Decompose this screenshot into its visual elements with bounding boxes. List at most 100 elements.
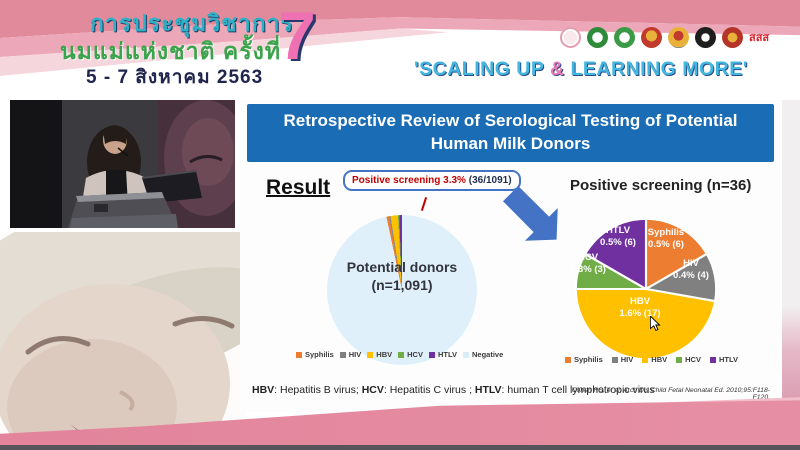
legend-label: HTLV — [718, 355, 738, 364]
slice-htlv-value: 0.5% (6) — [600, 236, 636, 248]
slice-syphilis-name: Syphilis — [647, 227, 685, 238]
negative-swatch-icon — [463, 351, 469, 358]
potential-donors-label-line2: (n=1,091) — [371, 277, 433, 294]
footnote-abbr-hcv: HCV — [361, 384, 384, 396]
legend-label: HTLV — [437, 350, 457, 359]
legend-item-hbv: HBV — [367, 350, 392, 359]
conference-slogan: 'SCALING UP & LEARNING MORE' — [414, 58, 748, 81]
positive-screening-pie-chart: Syphilis 0.5% (6) HIV 0.4% (4) HBV 1.6% … — [570, 216, 719, 362]
mother-child-foundation-logo-icon — [560, 27, 581, 48]
hcv-swatch-icon — [398, 351, 405, 358]
baby-illustration — [0, 197, 282, 450]
slide-title: Retrospective Review of Serological Test… — [283, 111, 738, 153]
footnote-text: : Hepatitis C virus ; — [383, 384, 475, 396]
callout-pointer-line — [420, 197, 428, 211]
presenter-illustration — [10, 100, 248, 228]
conference-dates: 5 - 7 สิงหาคม 2563 — [86, 67, 264, 88]
slogan-post: LEARNING MORE' — [564, 58, 748, 80]
slide-title-bar: Retrospective Review of Serological Test… — [247, 104, 774, 162]
positive-screening-callout: Positive screening 3.3% (36/1091) — [343, 170, 521, 191]
slice-hcv-value: 0.3% (3) — [570, 263, 606, 275]
presentation-slide: Retrospective Review of Serological Test… — [240, 100, 782, 412]
legend-item-hiv: HIV — [339, 350, 362, 359]
legend-item-hcv: HCV — [676, 355, 701, 364]
legend-item-hbv: HBV — [642, 355, 667, 364]
right-margin-strip — [782, 100, 800, 412]
slogan-ampersand: & — [549, 58, 565, 80]
legend-label: Negative — [472, 350, 504, 359]
hiv-swatch-icon — [339, 351, 346, 358]
footnote-text: : human T cell lymphotropic virus — [501, 384, 655, 396]
potential-donors-label: Potential donors (n=1,091) — [298, 258, 506, 294]
slice-label-htlv: HTLV 0.5% (6) — [586, 225, 650, 249]
baby-background-photo — [0, 197, 282, 450]
legend-item-htlv: HTLV — [709, 355, 738, 364]
legend-item-hcv: HCV — [398, 350, 423, 359]
obstetric-society-logo-icon — [722, 27, 743, 48]
conference-banner: การประชุมวิชาการ นมแม่แห่งชาติ ครั้งที่ … — [0, 0, 800, 95]
syphilis-swatch-icon — [296, 351, 302, 358]
slogan-pre: 'SCALING UP — [414, 58, 550, 80]
left-pie-legend: Syphilis HIV HBV HCV HTLV Negative — [296, 350, 503, 359]
thaihealth-sss-logo-icon: สสส — [749, 32, 770, 44]
htlv-swatch-icon — [709, 356, 716, 363]
legend-item-syphilis: Syphilis — [296, 350, 334, 359]
abbreviation-footnote: HBV: Hepatitis B virus; HCV: Hepatitis C… — [252, 384, 655, 396]
callout-highlight: Positive screening 3.3% — [352, 175, 466, 186]
slice-label-hiv: HIV 0.4% (4) — [659, 258, 723, 282]
presenter-video-feed — [10, 100, 248, 228]
positive-screening-pie-title: Positive screening (n=36) — [570, 177, 752, 194]
legend-label: Syphilis — [305, 350, 334, 359]
hbv-swatch-icon — [367, 351, 374, 358]
potential-donors-pie-chart — [327, 215, 477, 365]
slice-hiv-value: 0.4% (4) — [673, 269, 709, 281]
hcv-swatch-icon — [676, 356, 683, 363]
legend-label: HBV — [376, 350, 393, 359]
footnote-abbr-htlv: HTLV — [474, 384, 502, 396]
hbv-swatch-icon — [642, 356, 649, 363]
edition-number: 7 — [278, 0, 316, 74]
mouse-cursor-icon — [650, 316, 661, 331]
slice-label-syphilis: Syphilis 0.5% (6) — [634, 227, 698, 251]
conference-title-line1: การประชุมวิชาการ — [90, 10, 294, 36]
legend-label: HCV — [685, 355, 701, 364]
slice-hbv-value: 1.6% (17) — [619, 307, 661, 319]
slice-syphilis-value: 0.5% (6) — [648, 238, 684, 250]
legend-item-negative: Negative — [463, 350, 503, 359]
potential-donors-label-line1: Potential donors — [346, 259, 458, 275]
footnote-text: : Hepatitis B virus; — [274, 384, 362, 396]
pediatric-society-logo-icon — [695, 27, 716, 48]
royal-crest-logo-icon — [668, 27, 689, 48]
conference-title-line2: นมแม่แห่งชาติ ครั้งที่ — [60, 38, 282, 64]
legend-label: HCV — [407, 350, 423, 359]
slice-hiv-name: HIV — [683, 258, 699, 269]
legend-label: Syphilis — [574, 355, 603, 364]
bottom-edge-line — [0, 445, 800, 450]
reference-citation: Cohen RS, et al. Arch Dis Child Fetal Ne… — [571, 387, 770, 401]
legend-item-htlv: HTLV — [428, 350, 457, 359]
syphilis-swatch-icon — [565, 356, 571, 363]
arrow-right-down-icon — [503, 186, 558, 241]
htlv-swatch-icon — [428, 351, 435, 358]
positive-screening-pie-svg — [574, 217, 718, 361]
royal-college-logo-icon — [641, 27, 662, 48]
slice-label-hbv: HBV 1.6% (17) — [608, 296, 672, 320]
sponsor-logo-row: สสส — [560, 27, 769, 48]
health-ministry-logo-icon — [587, 27, 608, 48]
legend-label: HIV — [620, 355, 634, 364]
callout-detail: (36/1091) — [468, 175, 512, 186]
right-pie-legend: Syphilis HIV HBV HCV HTLV — [565, 355, 738, 364]
legend-item-hiv: HIV — [611, 355, 634, 364]
slice-htlv-name: HTLV — [605, 225, 631, 236]
result-heading: Result — [266, 176, 331, 199]
medical-council-logo-icon — [614, 27, 635, 48]
legend-label: HBV — [651, 355, 668, 364]
slice-label-hcv: HCV 0.3% (3) — [556, 252, 620, 276]
hiv-swatch-icon — [611, 356, 618, 363]
slice-hbv-name: HBV — [629, 296, 651, 307]
footnote-abbr-hbv: HBV — [252, 384, 275, 396]
legend-label: HIV — [348, 350, 362, 359]
slice-hcv-name: HCV — [577, 252, 599, 263]
legend-item-syphilis: Syphilis — [565, 355, 603, 364]
